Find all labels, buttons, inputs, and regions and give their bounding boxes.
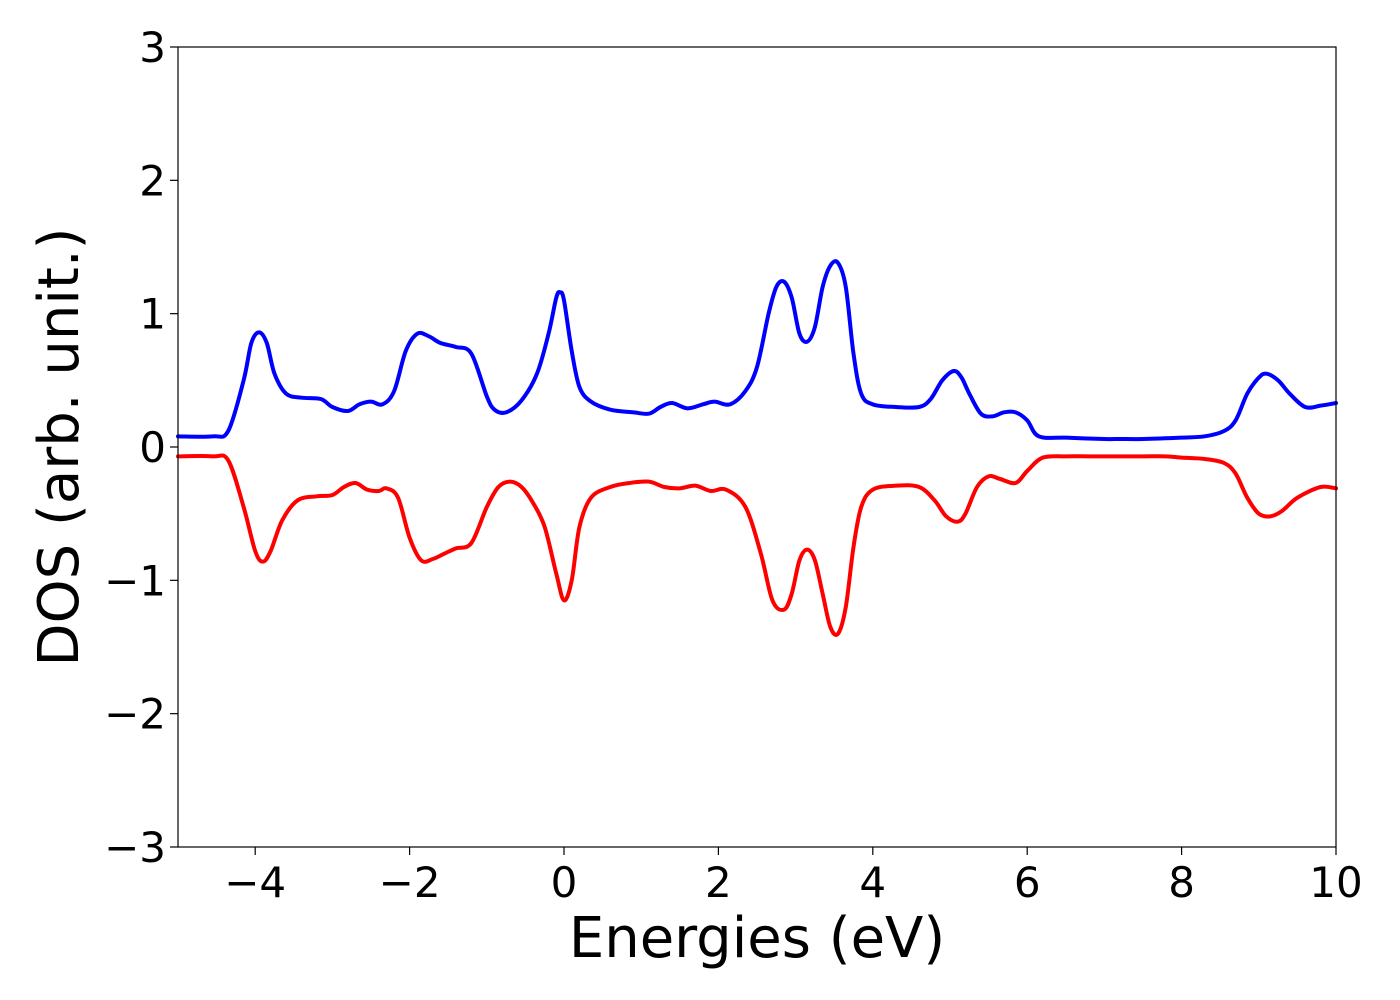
x-tick-label: 8 <box>1168 858 1195 907</box>
y-tick-label: −3 <box>104 823 166 872</box>
y-tick-label: 3 <box>139 23 166 72</box>
x-tick-label: 4 <box>859 858 886 907</box>
x-tick-label: 0 <box>551 858 578 907</box>
y-tick-label: 2 <box>139 156 166 205</box>
y-axis-label: DOS (arb. unit.) <box>27 227 92 666</box>
x-tick-label: 6 <box>1014 858 1041 907</box>
y-tick-label: 0 <box>139 423 166 472</box>
series-layer <box>176 259 1338 637</box>
x-tick-label: −2 <box>379 858 441 907</box>
y-tick-label: −1 <box>104 556 166 605</box>
plot-area <box>178 47 1336 847</box>
y-tick-label: −2 <box>104 690 166 739</box>
x-tick-label: −4 <box>224 858 286 907</box>
series-line-spin-up <box>176 259 1338 442</box>
series-line-spin-down <box>176 453 1338 637</box>
x-tick-label: 2 <box>705 858 732 907</box>
y-axis-ticks: −3 −2 −1 0 1 2 3 <box>104 23 178 872</box>
x-tick-label: 10 <box>1309 858 1362 907</box>
x-axis-label: Energies (eV) <box>569 906 945 971</box>
x-axis-ticks: −4 −2 0 2 4 6 8 10 <box>224 847 1363 907</box>
y-tick-label: 1 <box>139 290 166 339</box>
